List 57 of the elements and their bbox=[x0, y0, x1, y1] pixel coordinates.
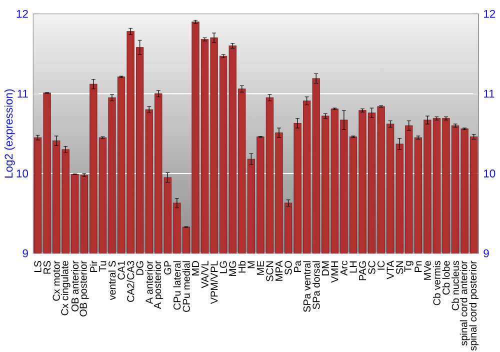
y-tick-label: 9 bbox=[22, 249, 28, 258]
x-tick-label: ventral S bbox=[108, 260, 116, 300]
x-tick-label: Cx motor bbox=[52, 260, 60, 301]
x-tick-label: SN bbox=[396, 261, 404, 274]
x-tick-label: Tu bbox=[99, 261, 106, 272]
x-tick-label: Cb nucleus bbox=[452, 260, 459, 310]
x-tick-label: A anterior bbox=[145, 260, 153, 304]
x-tick-label: GP bbox=[164, 260, 172, 274]
x-tick-label: VTA bbox=[386, 260, 394, 280]
x-tick-label: CA1 bbox=[118, 260, 125, 280]
x-tick-label: CPu medial bbox=[182, 261, 190, 312]
y-tick-label: 12 bbox=[16, 10, 28, 18]
x-tick-label: Arc bbox=[340, 260, 348, 276]
x-tick-label: SO bbox=[284, 260, 292, 275]
x-tick-label: SPa dorsal bbox=[312, 261, 320, 310]
x-tick-label: ME bbox=[256, 260, 264, 275]
x-tick-label: RS bbox=[43, 260, 51, 274]
x-tick-label: CPu lateral bbox=[173, 261, 181, 310]
x-tick-label: spinal cord anterior bbox=[460, 260, 470, 346]
x-tick-label: Cb lobe bbox=[442, 260, 450, 295]
y2-tick-label: 11 bbox=[484, 90, 494, 98]
x-tick-label: LG bbox=[220, 261, 227, 274]
x-tick-label: Cx cingulate bbox=[60, 260, 70, 316]
x-tick-label: LH bbox=[350, 261, 357, 272]
x-tick-label: SCN bbox=[266, 261, 274, 282]
x-tick-label: Pa bbox=[294, 260, 302, 272]
y-axis-title: Log2 (expression) bbox=[4, 89, 15, 178]
x-tick-label: IC bbox=[377, 260, 385, 270]
x-tick-label: Tg bbox=[404, 261, 414, 272]
x-tick-label: SPa ventral bbox=[303, 261, 311, 312]
x-tick-label: MPA bbox=[276, 260, 282, 281]
x-tick-label: OB anterior bbox=[71, 260, 79, 312]
x-tick-label: OB posterior bbox=[79, 260, 89, 316]
x-tick-label: MVe bbox=[424, 260, 431, 280]
x-tick-label: Hb bbox=[238, 260, 246, 272]
y2-tick-label: 10 bbox=[484, 169, 496, 178]
x-tick-label: DG bbox=[136, 261, 144, 275]
x-tick-label: VPM/VPL bbox=[210, 260, 218, 304]
x-tick-label: Pir bbox=[90, 260, 98, 272]
x-tick-label: MD bbox=[192, 260, 199, 276]
y-tick-label: 11 bbox=[18, 90, 28, 98]
x-tick-label: Cb vermis bbox=[433, 260, 440, 306]
x-tick-label: DM bbox=[322, 261, 329, 276]
x-tick-label: VA/VL bbox=[201, 260, 208, 288]
x-tick-label: Pn bbox=[414, 261, 422, 272]
x-tick-label: LS bbox=[34, 260, 42, 272]
x-tick-label: A posterior bbox=[154, 260, 164, 309]
x-tick-label: MG bbox=[229, 261, 236, 276]
x-tick-label: VMH bbox=[331, 261, 338, 283]
x-tick-label: M bbox=[248, 261, 255, 268]
y2-tick-label: 9 bbox=[484, 249, 489, 258]
x-tick-label: CA2/CA3 bbox=[126, 260, 134, 302]
x-tick-label: PAG bbox=[358, 261, 366, 280]
x-tick-label: SC bbox=[368, 260, 376, 274]
x-tick-label: spinal cord posterior bbox=[469, 260, 479, 351]
y2-tick-label: 12 bbox=[484, 10, 496, 18]
y-tick-label: 10 bbox=[16, 169, 28, 178]
